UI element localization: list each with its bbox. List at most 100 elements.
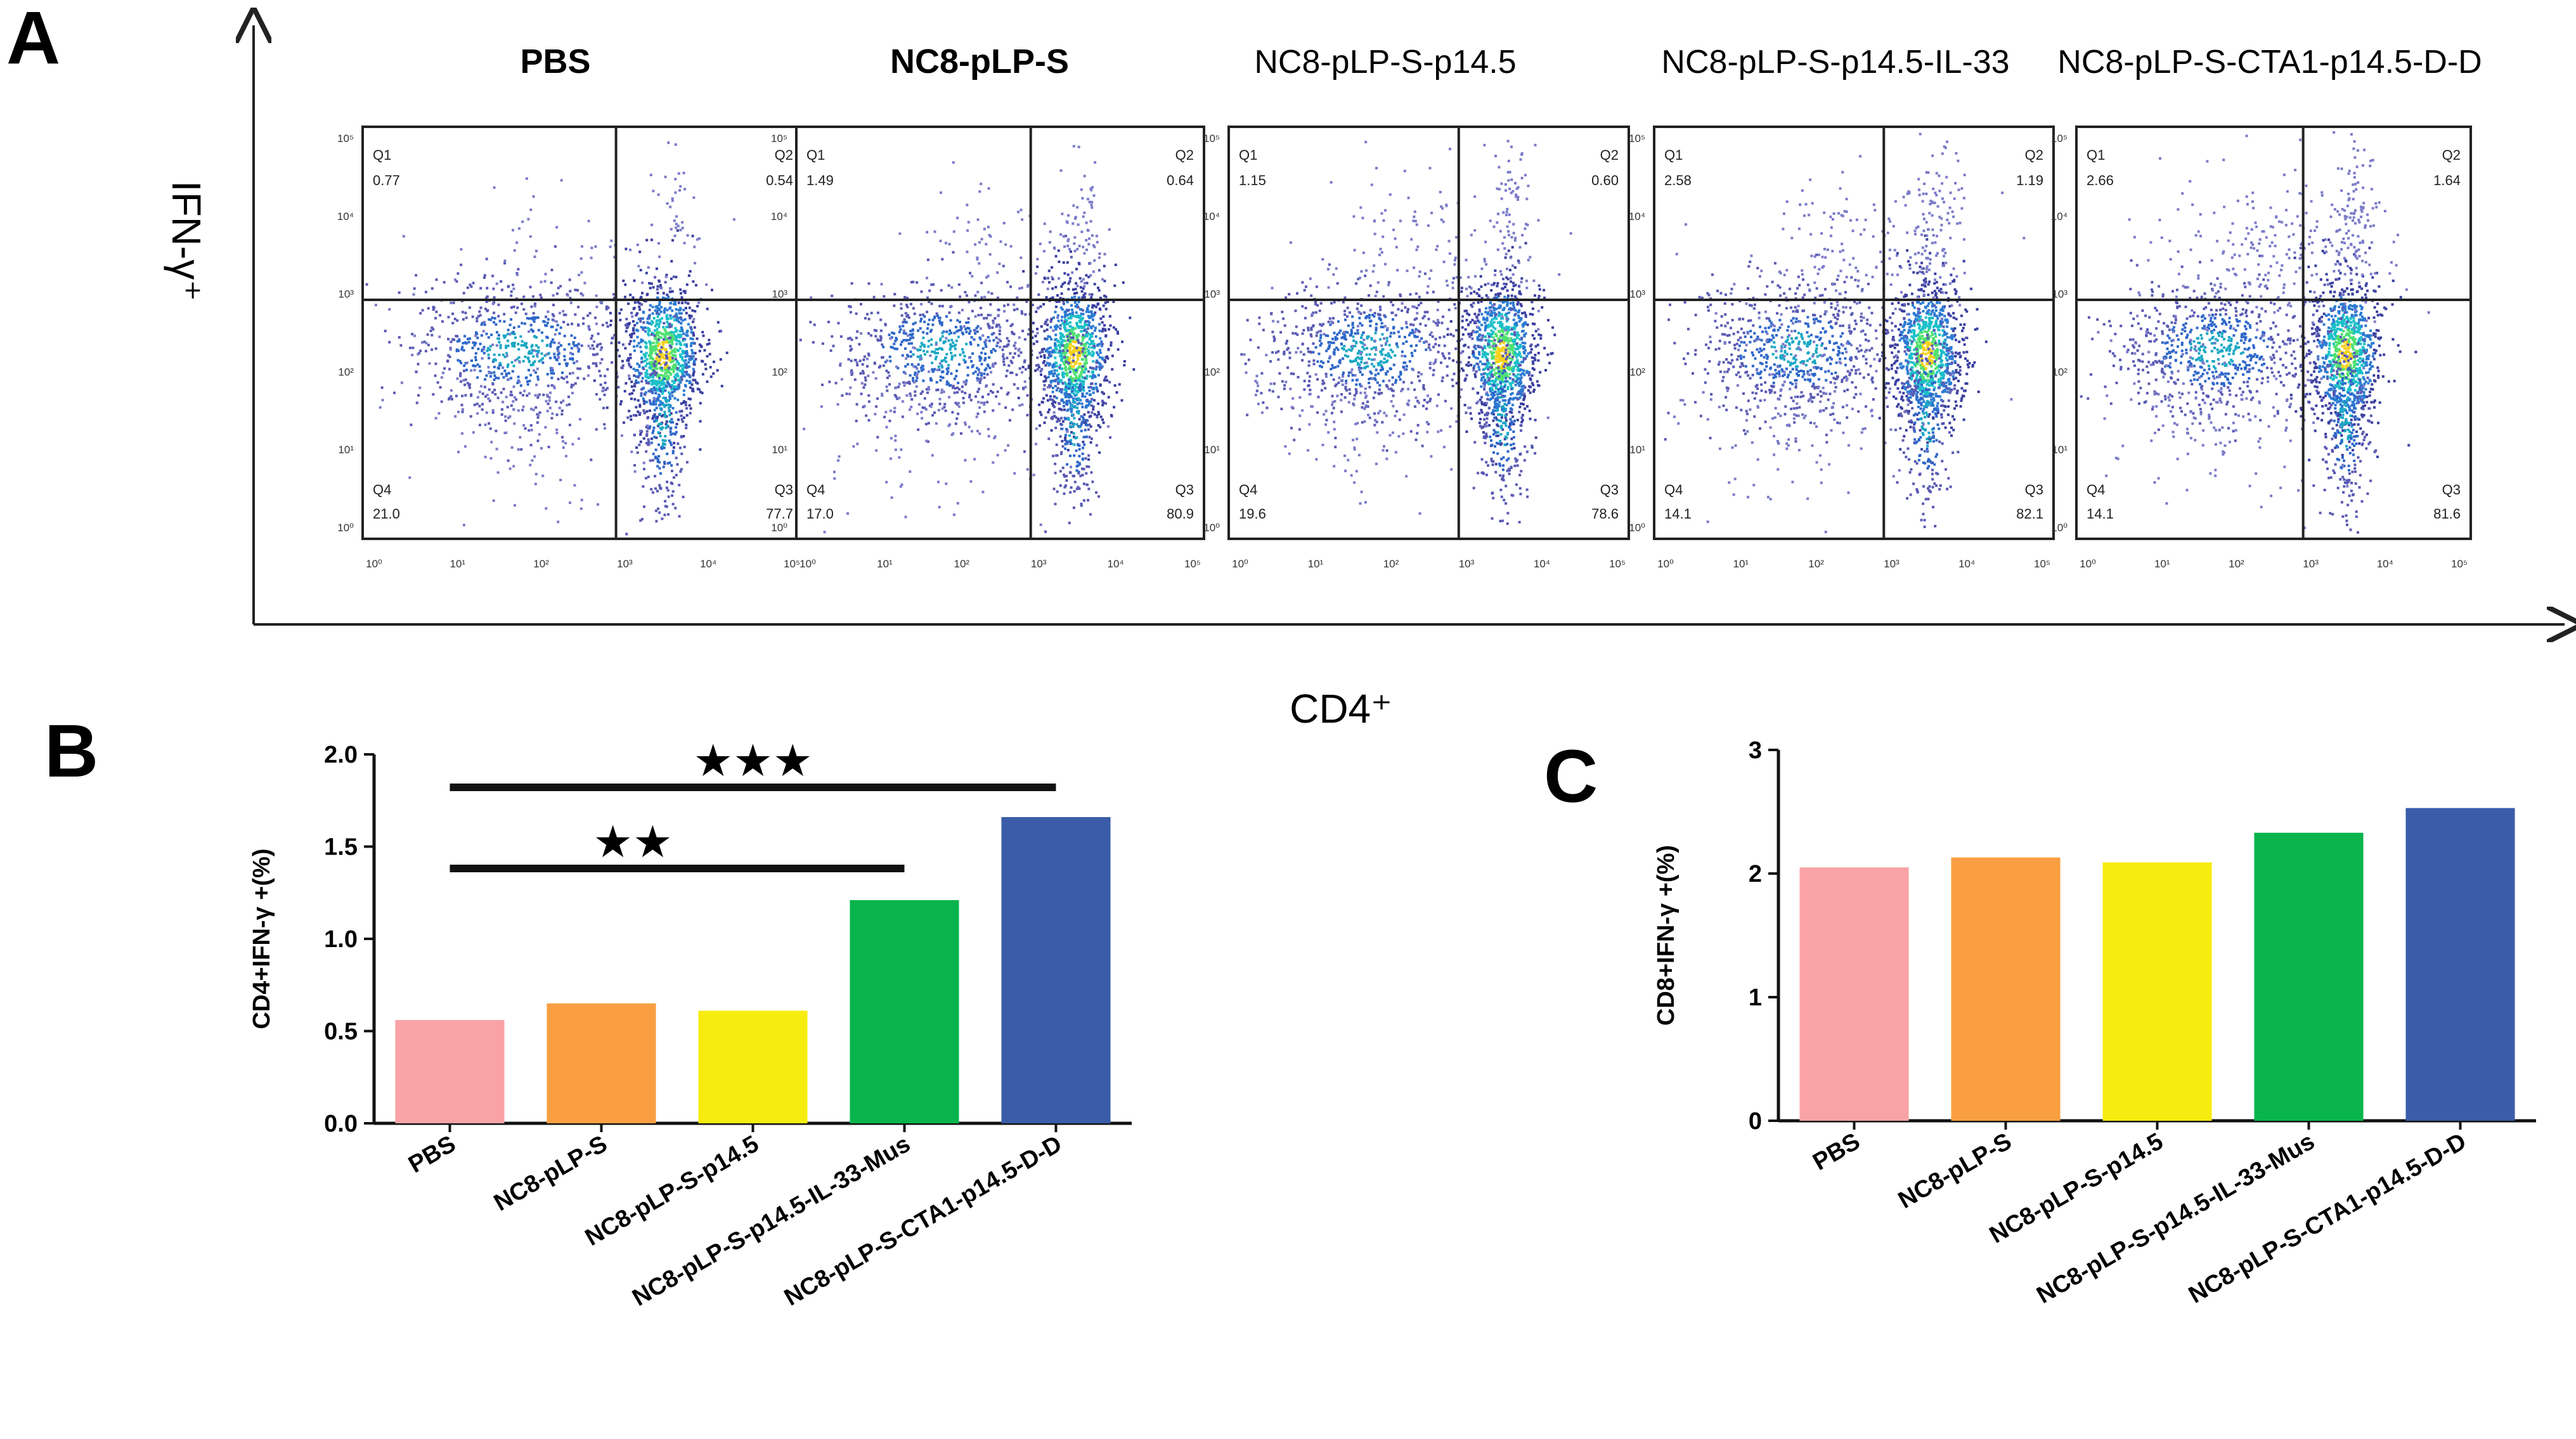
flow-plot-title: NC8-pLP-S (890, 42, 1069, 81)
flow-y-tick-label: 10⁵ (337, 132, 354, 145)
flow-y-tick-label: 10⁵ (771, 132, 787, 145)
flow-y-tick-label: 10⁵ (1203, 132, 1220, 145)
quadrant-q1-value: 2.58 (1664, 172, 1692, 188)
quadrant-q2-value: 0.64 (1167, 172, 1194, 188)
quadrant-q1-value: 0.77 (373, 172, 400, 188)
flow-x-tick-label: 10⁵ (1609, 558, 1626, 570)
bar-y-tick-label: 1 (1749, 984, 1762, 1011)
bar-5 (2405, 808, 2515, 1121)
flow-y-tick-label: 10² (2052, 366, 2068, 378)
bar-category-label: NC8-pLP-S-CTA1-p14.5-D-D (2184, 1128, 2471, 1308)
quadrant-q2-name: Q2 (775, 147, 793, 163)
flow-plot-title: NC8-pLP-S-p14.5 (1254, 44, 1516, 81)
flow-x-tick-label: 10² (1383, 558, 1399, 570)
flow-x-tick-label: 10¹ (1308, 558, 1324, 570)
bar-4 (2254, 832, 2364, 1121)
bar-category-label: NC8-pLP-S-p14.5-IL-33-Mus (628, 1130, 915, 1312)
quadrant-q3-value: 80.9 (1167, 506, 1194, 522)
flow-x-axis-label: CD4⁺ (1290, 686, 1392, 732)
quadrant-q1-name: Q1 (2087, 147, 2105, 163)
flow-y-tick-label: 10⁰ (1629, 522, 1645, 534)
flow-x-tick-label: 10⁵ (2034, 558, 2050, 570)
flow-plot-frame (1227, 126, 1630, 540)
panel-b-letter: B (44, 709, 98, 793)
bar-y-tick-label: 0.5 (324, 1019, 358, 1045)
flow-y-tick-label: 10⁴ (2051, 210, 2068, 223)
bar-y-axis-label: CD8+IFN-γ +(%) (1653, 845, 1680, 1026)
flow-x-tick-label: 10² (533, 558, 549, 570)
flow-y-tick-label: 10¹ (2052, 444, 2068, 456)
quadrant-q3-value: 77.7 (766, 506, 793, 522)
flow-y-tick-label: 10¹ (338, 444, 354, 456)
flow-x-tick-label: 10⁵ (1184, 558, 1201, 570)
flow-x-tick-label: 10⁵ (2451, 558, 2468, 570)
flow-y-tick-label: 10³ (2052, 288, 2068, 300)
quadrant-q1-value: 1.49 (806, 172, 834, 188)
bar-y-tick-label: 3 (1749, 737, 1762, 764)
flow-plot-2: NC8-pLP-SQ11.49Q20.64Q380.9Q417.010⁰10⁰1… (771, 42, 1205, 570)
bar-category-label: PBS (1808, 1128, 1865, 1175)
flow-x-tick-label: 10¹ (450, 558, 466, 570)
quadrant-q1-value: 1.15 (1239, 172, 1266, 188)
bar-category-label: PBS (404, 1130, 460, 1178)
bar-category-label: NC8-pLP-S-CTA1-p14.5-D-D (780, 1130, 1066, 1311)
flow-x-tick-label: 10² (954, 558, 970, 570)
bar-y-tick-label: 2.0 (324, 742, 358, 768)
flow-scatter-dots (799, 145, 1136, 534)
flow-scatter-dots (2080, 131, 2430, 534)
quadrant-q1-value: 2.66 (2087, 172, 2114, 188)
quadrant-q1-name: Q1 (806, 147, 825, 163)
flow-y-tick-label: 10⁰ (1203, 522, 1220, 534)
bar-2 (547, 1003, 656, 1123)
flow-plot-frame (361, 126, 805, 540)
flow-plot-frame (2075, 126, 2472, 540)
bar-1 (1799, 867, 1909, 1121)
flow-x-tick-label: 10³ (617, 558, 633, 570)
flow-y-tick-label: 10⁵ (1629, 132, 1645, 145)
quadrant-q3-name: Q3 (1175, 482, 1194, 498)
flow-y-tick-label: 10⁰ (337, 522, 354, 534)
bar-category-label: NC8-pLP-S-p14.5-IL-33-Mus (2032, 1128, 2319, 1309)
panel-a-letter: A (6, 0, 60, 80)
quadrant-q2-name: Q2 (1175, 147, 1194, 163)
flow-y-tick-label: 10³ (1629, 288, 1645, 300)
flow-x-tick-label: 10⁴ (1958, 558, 1975, 570)
flow-x-tick-label: 10³ (1459, 558, 1475, 570)
bar-y-axis-label: CD4+IFN-γ +(%) (249, 848, 275, 1029)
quadrant-q4-name: Q4 (373, 482, 391, 498)
quadrant-q4-value: 21.0 (373, 506, 400, 522)
flow-plot-title: NC8-pLP-S-CTA1-p14.5-D-D (2057, 44, 2482, 81)
quadrant-q2-value: 1.64 (2433, 172, 2461, 188)
quadrant-q2-name: Q2 (2025, 147, 2043, 163)
quadrant-q2-value: 1.19 (2016, 172, 2043, 188)
flow-plot-3: NC8-pLP-S-p14.5 Q1 1.15 Q2 0.60 Q3 78.6 Q4 19.6 1… (1203, 44, 1630, 570)
flow-scatter-dots (365, 141, 735, 536)
quadrant-q3-value: 82.1 (2016, 506, 2043, 522)
flow-x-tick-label: 10⁰ (2080, 558, 2096, 570)
flow-x-tick-label: 10⁵ (784, 558, 800, 570)
flow-x-tick-label: 10⁰ (1232, 558, 1248, 570)
significance-stars: ★★★ (693, 736, 812, 785)
flow-plot-5: NC8-pLP-S-CTA1-p14.5-D-D Q1 2.66 Q2 1.64 Q3 81… (2051, 44, 2482, 570)
flow-y-tick-label: 10¹ (772, 444, 787, 456)
quadrant-q3-name: Q3 (2025, 482, 2043, 498)
quadrant-q4-value: 14.1 (2087, 506, 2114, 522)
quadrant-q3-name: Q3 (2442, 482, 2461, 498)
flow-y-tick-label: 10³ (1204, 288, 1220, 300)
quadrant-q4-name: Q4 (1239, 482, 1257, 498)
flow-scatter-dots (1664, 132, 2026, 534)
flow-y-tick-label: 10² (772, 366, 787, 378)
quadrant-q2-value: 0.60 (1591, 172, 1619, 188)
chart-b: 0.0 0.5 1.0 1.5 2.0 CD4+IFN-γ +(%) PBS NC8-pLP-… (249, 736, 1132, 1312)
flow-x-tick-label: 10⁴ (1107, 558, 1123, 570)
bar-2 (1951, 857, 2061, 1121)
bar-y-tick-label: 2 (1749, 861, 1762, 887)
bar-category-label: NC8-pLP-S (1894, 1128, 2016, 1214)
quadrant-q4-name: Q4 (2087, 482, 2105, 498)
quadrant-q3-name: Q3 (1600, 482, 1619, 498)
bar-y-tick-label: 1.5 (324, 834, 358, 861)
bar-y-tick-label: 1.0 (324, 926, 358, 953)
flow-x-tick-label: 10³ (2303, 558, 2319, 570)
flow-y-tick-label: 10¹ (1629, 444, 1645, 456)
